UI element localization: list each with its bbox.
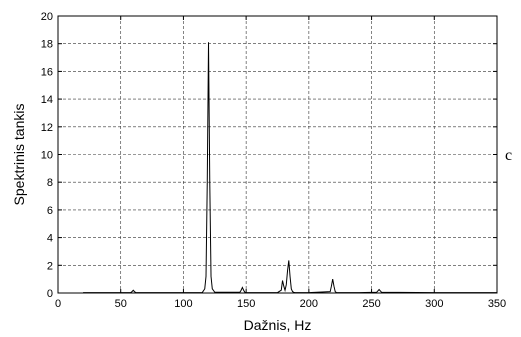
x-tick-label: 0	[55, 298, 61, 310]
x-tick-label: 350	[488, 298, 506, 310]
x-tick-label: 250	[362, 298, 380, 310]
y-tick-label: 16	[41, 66, 53, 78]
y-tick-label: 0	[47, 288, 53, 300]
y-tick-label: 4	[47, 233, 53, 245]
x-tick-label: 150	[237, 298, 255, 310]
y-tick-label: 20	[41, 11, 53, 23]
y-tick-label: 12	[41, 122, 53, 134]
grid-layer	[58, 16, 497, 293]
x-tick-label: 300	[425, 298, 443, 310]
x-tick-label: 200	[300, 298, 318, 310]
y-tick-label: 18	[41, 39, 53, 51]
y-tick-label: 8	[47, 177, 53, 189]
x-axis-label: Dažnis, Hz	[244, 317, 312, 333]
y-axis-label: Spektrinis tankis	[11, 104, 27, 206]
y-tick-label: 6	[47, 205, 53, 217]
panel-letter-label: c	[505, 147, 512, 164]
series-layer	[83, 42, 497, 294]
x-tick-label: 50	[115, 298, 127, 310]
y-tick-label: 2	[47, 260, 53, 272]
x-tick-label: 100	[174, 298, 192, 310]
tick-layer: 0 50 100 150 200 250 300 350 0 2 4 6 8 10 12 14 16 18 20	[41, 11, 506, 310]
y-tick-label: 10	[41, 150, 53, 162]
y-tick-label: 14	[41, 94, 53, 106]
spectrum-series-line	[83, 42, 497, 294]
